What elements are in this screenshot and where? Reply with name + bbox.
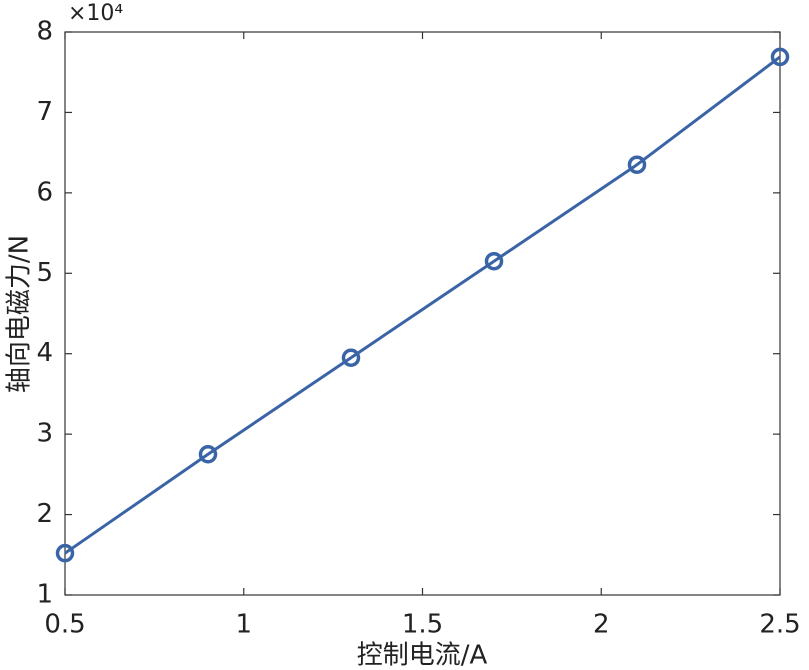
y-tick-label: 7 [36, 97, 53, 127]
x-tick-label: 2.5 [759, 610, 800, 640]
data-marker [198, 445, 218, 464]
data-marker [55, 543, 75, 563]
y-tick-label: 2 [36, 499, 53, 529]
y-tick-label: 3 [36, 419, 53, 449]
x-tick-label: 2 [593, 610, 610, 640]
data-marker [341, 348, 361, 367]
data-marker [484, 251, 504, 271]
x-tick-label: 1.5 [402, 610, 443, 640]
y-scale-label: ×10⁴ [68, 1, 123, 26]
y-axis-label: 轴向电磁力/N [5, 235, 35, 393]
x-tick-label: 0.5 [44, 610, 85, 640]
plot-frame [64, 31, 781, 596]
y-tick-label: 4 [36, 338, 53, 368]
data-line [64, 55, 781, 555]
y-tick-label: 6 [36, 177, 53, 207]
y-tick-label: 1 [36, 580, 53, 610]
data-marker [770, 47, 790, 67]
y-tick-label: 5 [36, 258, 53, 288]
x-axis-label: 控制电流/A [357, 641, 488, 670]
data-marker [627, 155, 647, 174]
y-tick-label: 8 [36, 17, 53, 47]
x-tick-label: 1 [235, 610, 252, 640]
